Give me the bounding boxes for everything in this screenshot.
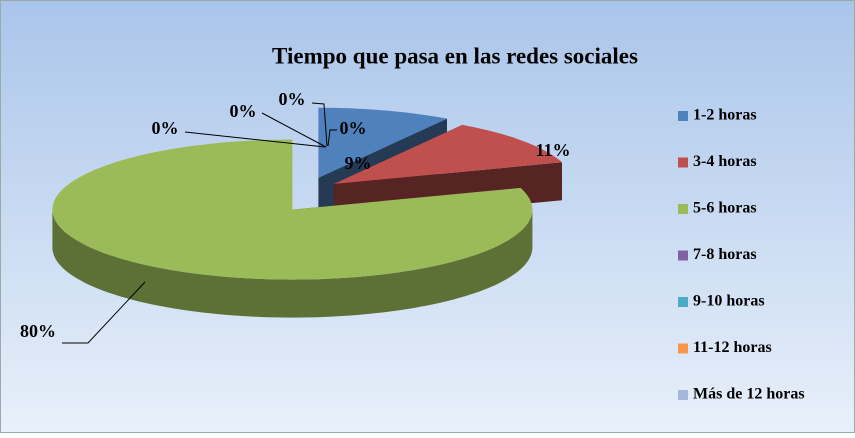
data-label: 80% [20, 321, 56, 341]
slice [333, 124, 562, 184]
legend-swatch [678, 250, 688, 261]
legend-label: 7-8 horas [693, 246, 757, 263]
legend-label: 11-12 horas [693, 339, 772, 356]
data-label: 11% [535, 140, 570, 160]
slice [318, 107, 447, 178]
legend-label: Más de 12 horas [693, 386, 805, 403]
legend-label: 9-10 horas [693, 293, 765, 310]
leader-line [62, 281, 146, 344]
legend: 1-2 horas 3-4 horas 5-6 horas 7-8 horas 9-10… [678, 107, 805, 403]
leader-line [261, 112, 327, 148]
slice [52, 139, 533, 280]
pie [52, 107, 562, 318]
chart-title: Tiempo que pasa en las redes sociales [272, 43, 638, 68]
legend-label: 5-6 horas [693, 200, 757, 217]
leader-line [184, 131, 326, 148]
labels: 9% 11% 80% 0% 0% 0% 0% [20, 89, 571, 344]
data-label: 0% [340, 118, 367, 138]
legend-label: 1-2 horas [693, 107, 757, 124]
slice-wall [52, 209, 533, 318]
data-label: 0% [279, 89, 306, 109]
data-label: 0% [230, 101, 257, 121]
data-label: 0% [152, 118, 179, 138]
leader-line [327, 129, 337, 147]
legend-swatch [678, 111, 688, 121]
legend-swatch [678, 343, 688, 354]
legend-swatch [678, 297, 688, 307]
legend-swatch [678, 204, 688, 214]
legend-label: 3-4 horas [693, 153, 757, 170]
data-label: 9% [345, 153, 372, 173]
legend-swatch [678, 390, 688, 400]
legend-swatch [678, 157, 688, 168]
leader-line [311, 102, 328, 147]
